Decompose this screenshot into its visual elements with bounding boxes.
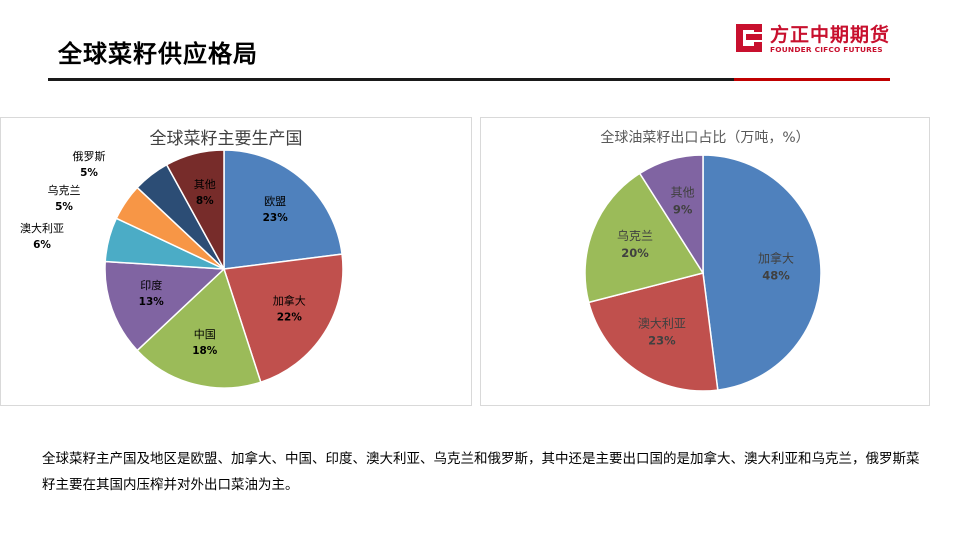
pie-slice-3 <box>638 154 704 276</box>
slice-value-label: 5% <box>55 201 73 213</box>
slice-value-label: 23% <box>263 212 289 224</box>
logo-name-cn: 方正中期期货 <box>770 24 891 46</box>
logo-name-en: FOUNDER CIFCO FUTURES <box>770 45 883 54</box>
slice-value-label: 5% <box>80 167 98 179</box>
slice-label: 澳大利亚 <box>638 317 686 331</box>
slice-label: 加拿大 <box>758 250 794 265</box>
pie-slice-0 <box>702 154 822 391</box>
summary-text: 全球菜籽主产国及地区是欧盟、加拿大、中国、印度、澳大利亚、乌克兰和俄罗斯，其中还… <box>42 451 920 493</box>
slice-label: 其他 <box>194 178 216 191</box>
chart-title: 全球油菜籽出口占比（万吨，%） <box>600 129 809 146</box>
slice-value-label: 20% <box>621 246 649 260</box>
slice-value-label: 18% <box>192 345 218 357</box>
slice-value-label: 22% <box>277 311 303 323</box>
pie-slice-3 <box>104 260 226 352</box>
pie-slice-1 <box>587 272 719 392</box>
slice-value-label: 23% <box>648 334 676 348</box>
slice-value-label: 6% <box>33 239 51 251</box>
slice-label: 其他 <box>671 186 695 200</box>
slice-label: 欧盟 <box>264 195 286 208</box>
chart-title: 全球菜籽主要生产国 <box>150 129 303 149</box>
slice-value-label: 9% <box>673 203 693 217</box>
production-pie-chart-frame: 全球菜籽主要生产国欧盟 23% 加拿大 22% 中国 18% 印度 13% 澳大利亚 6% 乌克兰 5… <box>0 117 472 406</box>
slice-value-label: 13% <box>139 296 165 308</box>
slice-label: 澳大利亚 <box>20 221 64 235</box>
slide-title: 全球菜籽供应格局 <box>58 39 258 68</box>
title-rule <box>48 78 734 81</box>
slice-label: 印度 <box>140 278 162 292</box>
slice-label: 乌克兰 <box>617 228 653 243</box>
slice-label: 加拿大 <box>273 293 306 307</box>
pie-slice-7 <box>165 149 225 270</box>
export-pie-chart-frame: 全球油菜籽出口占比（万吨，%） 加拿大 48% 澳大利亚 23% 乌克兰 20% 其他 9% <box>480 117 930 406</box>
pie-slice-2 <box>136 267 262 389</box>
slice-value-label: 8% <box>196 195 214 207</box>
company-logo: 方正中期期货 FOUNDER CIFCO FUTURES <box>732 20 894 60</box>
slice-label: 中国 <box>194 328 216 341</box>
slice-label: 俄罗斯 <box>73 150 106 163</box>
pie-slice-2 <box>584 172 705 304</box>
slice-value-label: 48% <box>762 268 790 282</box>
pie-slice-1 <box>223 253 344 384</box>
slice-label: 乌克兰 <box>48 183 81 197</box>
export-pie-chart: 全球油菜籽出口占比（万吨，%） 加拿大 48% 澳大利亚 23% 乌克兰 20% 其他 9% <box>584 129 822 392</box>
pie-slice-0 <box>223 149 343 270</box>
title-rule-accent <box>734 78 890 81</box>
founder-logo-icon <box>736 24 762 52</box>
